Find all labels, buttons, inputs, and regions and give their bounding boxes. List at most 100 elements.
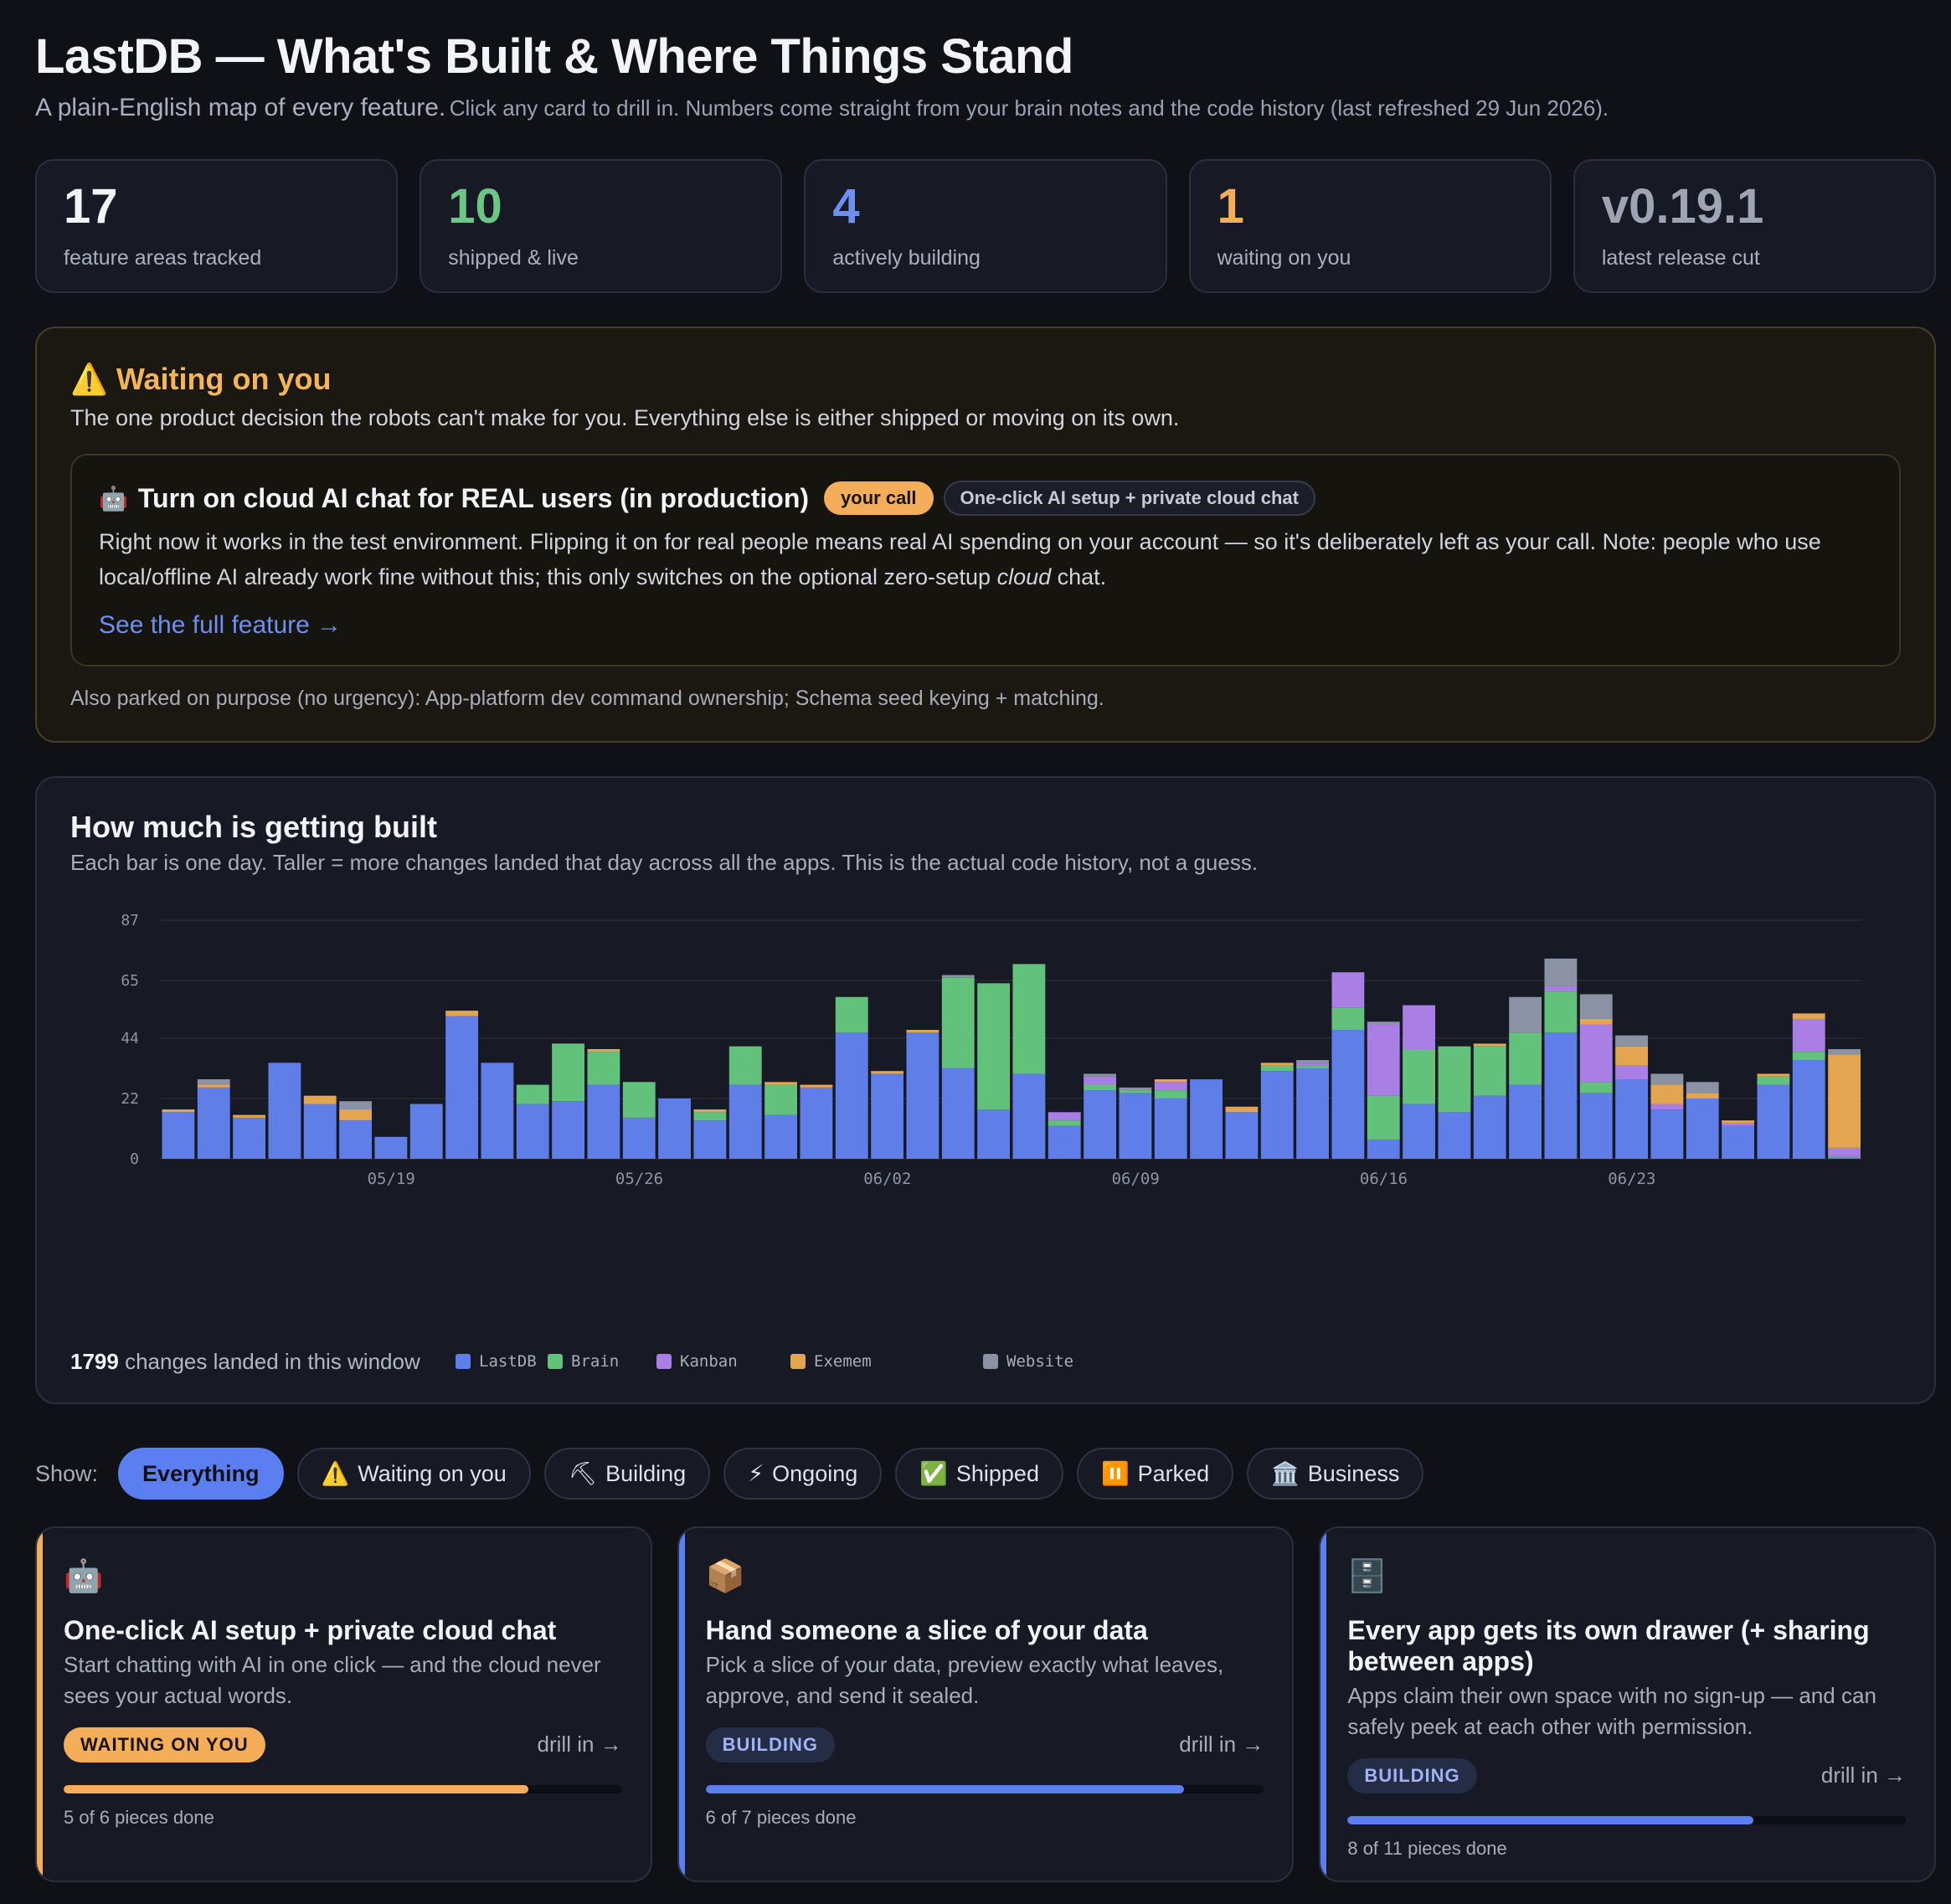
bar-segment [1650, 1084, 1684, 1104]
bar-segment [1296, 1063, 1329, 1066]
progress-track [705, 1785, 1264, 1793]
bar-segment [1544, 958, 1578, 986]
bar-segment [197, 1084, 230, 1088]
progress-fill [64, 1785, 529, 1793]
bar-segment [233, 1117, 265, 1159]
feature-card[interactable]: 📦 Hand someone a slice of your data Pick… [677, 1526, 1295, 1882]
status-badge: BUILDING [705, 1727, 835, 1762]
feature-title: One-click AI setup + private cloud chat [64, 1615, 557, 1645]
bar-segment [1154, 1079, 1187, 1083]
y-tick-label: 87 [121, 912, 139, 929]
x-tick-label: 06/23 [1608, 1170, 1655, 1188]
feature-cards-grid: 🤖 One-click AI setup + private cloud cha… [35, 1526, 1937, 1882]
status-badge: WAITING ON YOU [64, 1727, 265, 1762]
chart-description: Each bar is one day. Taller = more chang… [70, 850, 1259, 875]
bar-segment [409, 1104, 443, 1159]
bar-segment [1296, 1060, 1329, 1063]
activity-bar-chart: 0 22 44 65 87 05/19 05/26 06/02 06/09 06/16 06/23 [121, 912, 1862, 1188]
parked-note: Also parked on purpose (no urgency): App… [70, 687, 1104, 710]
drill-in-link[interactable]: drill in → [537, 1732, 622, 1757]
bar-segment [1792, 1018, 1825, 1052]
bar-segment [1828, 1155, 1861, 1158]
legend-swatch [456, 1354, 471, 1369]
stat-label: latest release cut [1601, 246, 1760, 270]
page-title: LastDB — What's Built & Where Things Sta… [35, 29, 1073, 84]
filter-chip-parked[interactable]: ⏸️ Parked [1076, 1448, 1234, 1500]
pause-icon: ⏸️ [1100, 1461, 1130, 1486]
feature-tag[interactable]: One-click AI setup + private cloud chat [943, 481, 1315, 516]
bar-segment [1119, 1090, 1152, 1094]
bar-segment [906, 1032, 939, 1159]
bar-segment [1154, 1090, 1187, 1099]
legend-swatch [790, 1354, 806, 1369]
bar-segment [1260, 1071, 1294, 1159]
total-changes-value: 1799 [70, 1349, 119, 1374]
bar-segment [1048, 1112, 1081, 1121]
stat-value: v0.19.1 [1601, 179, 1764, 234]
bar-segment [268, 1063, 301, 1159]
bar-segment [1438, 1046, 1471, 1113]
bar-segment [445, 1011, 478, 1016]
feature-description: Start chatting with AI in one click — an… [64, 1652, 601, 1708]
bar-segment [1650, 1073, 1684, 1085]
progress-fill [1347, 1816, 1753, 1824]
bar-segment [1792, 1013, 1825, 1019]
bar-segment [1509, 1032, 1542, 1085]
filter-chip-shipped[interactable]: ✅ Shipped [895, 1448, 1063, 1500]
filter-chip-business[interactable]: 🏛️ Business [1247, 1448, 1424, 1500]
bar-segment [977, 983, 1010, 1110]
bar-segment [552, 1101, 584, 1159]
bar-segment [1650, 1109, 1684, 1159]
decision-body: Right now it works in the test environme… [99, 524, 1882, 594]
bar-segment [1119, 1093, 1152, 1159]
robot-icon: 🤖 [99, 485, 128, 512]
stat-label: feature areas tracked [64, 246, 262, 270]
drill-in-link[interactable]: drill in → [1179, 1732, 1264, 1757]
pieces-done: 5 of 6 pieces done [64, 1807, 214, 1828]
bar-segment [374, 1136, 408, 1159]
waiting-panel-title: ⚠️ Waiting on you [70, 362, 331, 397]
filter-label: Show: [35, 1460, 99, 1486]
status-badge: BUILDING [1347, 1758, 1477, 1793]
bar-segment [1509, 1084, 1542, 1159]
bar-segment [1792, 1060, 1825, 1159]
bar-segment [339, 1109, 372, 1121]
see-full-feature-link[interactable]: See the full feature → [99, 611, 342, 639]
chip-label: Everything [142, 1460, 260, 1486]
filter-chip-waiting[interactable]: ⚠️ Waiting on you [296, 1448, 531, 1500]
bar-segment [1367, 1140, 1400, 1159]
bar-segment [622, 1117, 656, 1159]
filter-chip-everything[interactable]: Everything [118, 1448, 284, 1500]
decision-body-text: Right now it works in the test environme… [99, 529, 1821, 589]
bar-segment [1084, 1073, 1116, 1077]
filter-chip-building[interactable]: ⛏ Building [543, 1448, 711, 1500]
bar-segment [1686, 1093, 1719, 1099]
check-icon: ✅ [919, 1461, 948, 1486]
bar-segment [587, 1084, 620, 1159]
stat-label: shipped & live [448, 246, 579, 270]
bar-segment [1012, 964, 1046, 1074]
bar-segment [906, 1030, 939, 1033]
bar-segment [1473, 1046, 1506, 1096]
bar-segment [1154, 1098, 1187, 1159]
bar-segment [1367, 1024, 1400, 1096]
pieces-done: 6 of 7 pieces done [705, 1807, 857, 1828]
legend-item: Website [983, 1352, 1073, 1371]
drill-in-link[interactable]: drill in → [1820, 1762, 1907, 1788]
bar-segment [728, 1046, 762, 1085]
bar-segment [728, 1084, 762, 1159]
decision-body-emphasis: cloud [996, 564, 1052, 589]
bar-segment [1544, 991, 1578, 1033]
warning-icon: ⚠️ [70, 362, 108, 396]
bar-segment [303, 1095, 337, 1104]
decision-card[interactable]: 🤖 Turn on cloud AI chat for REAL users (… [70, 454, 1901, 666]
feature-card[interactable]: 🗄️ Every app gets its own drawer (+ shar… [1319, 1526, 1937, 1882]
feature-card[interactable]: 🤖 One-click AI setup + private cloud cha… [35, 1526, 652, 1882]
bar-segment [1084, 1084, 1116, 1091]
bar-segment [1084, 1076, 1116, 1085]
bar-segment [1225, 1106, 1259, 1113]
bar-segment [1615, 1079, 1648, 1159]
legend-label: Kanban [680, 1352, 738, 1371]
page-subtitle: A plain-English map of every feature. Cl… [35, 94, 1609, 122]
filter-chip-ongoing[interactable]: ⚡ Ongoing [723, 1448, 883, 1500]
